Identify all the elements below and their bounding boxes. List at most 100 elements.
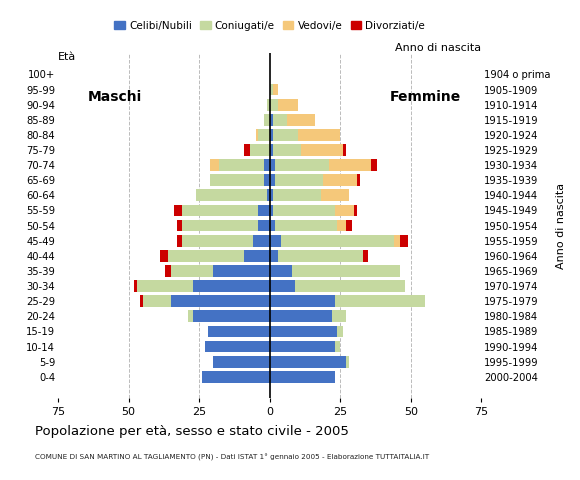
Bar xyxy=(244,144,250,156)
Bar xyxy=(205,341,270,352)
Bar xyxy=(264,114,270,126)
Bar xyxy=(267,190,270,201)
Bar xyxy=(196,190,267,201)
Bar xyxy=(176,235,182,247)
Bar xyxy=(298,129,340,141)
Bar xyxy=(264,159,270,171)
Bar xyxy=(211,159,219,171)
Bar xyxy=(295,280,405,292)
Bar xyxy=(250,144,270,156)
Bar xyxy=(202,371,270,383)
Bar xyxy=(213,356,270,368)
Bar xyxy=(194,311,270,322)
Bar xyxy=(270,204,273,216)
Bar xyxy=(338,220,346,231)
Bar xyxy=(267,99,270,110)
Bar xyxy=(270,174,275,186)
Bar xyxy=(219,159,264,171)
Bar xyxy=(354,204,357,216)
Bar xyxy=(171,295,270,307)
Bar xyxy=(182,220,259,231)
Bar xyxy=(168,250,244,262)
Bar xyxy=(270,280,295,292)
Bar xyxy=(323,174,357,186)
Bar xyxy=(273,114,287,126)
Bar xyxy=(270,311,332,322)
Bar xyxy=(335,341,340,352)
Bar xyxy=(343,144,346,156)
Bar xyxy=(174,204,182,216)
Text: Anno di nascita: Anno di nascita xyxy=(396,43,481,53)
Bar xyxy=(276,220,338,231)
Bar xyxy=(182,204,259,216)
Text: Popolazione per età, sesso e stato civile - 2005: Popolazione per età, sesso e stato civil… xyxy=(35,425,349,438)
Bar xyxy=(270,220,275,231)
Bar xyxy=(363,250,368,262)
Y-axis label: Anno di nascita: Anno di nascita xyxy=(556,182,566,269)
Bar xyxy=(273,129,298,141)
Bar xyxy=(211,174,264,186)
Bar xyxy=(208,325,270,337)
Bar xyxy=(171,265,213,277)
Bar xyxy=(270,84,273,96)
Bar xyxy=(273,204,335,216)
Bar xyxy=(270,250,278,262)
Text: COMUNE DI SAN MARTINO AL TAGLIAMENTO (PN) - Dati ISTAT 1° gennaio 2005 - Elabora: COMUNE DI SAN MARTINO AL TAGLIAMENTO (PN… xyxy=(35,454,429,461)
Legend: Celibi/Nubili, Coniugati/e, Vedovi/e, Divorziati/e: Celibi/Nubili, Coniugati/e, Vedovi/e, Di… xyxy=(110,16,429,35)
Bar xyxy=(278,250,363,262)
Bar xyxy=(287,114,315,126)
Bar xyxy=(165,265,171,277)
Bar xyxy=(134,280,137,292)
Bar xyxy=(140,295,143,307)
Bar xyxy=(273,144,301,156)
Bar xyxy=(188,311,194,322)
Bar xyxy=(270,265,292,277)
Bar xyxy=(270,371,335,383)
Text: Femmine: Femmine xyxy=(389,90,461,104)
Bar xyxy=(256,129,259,141)
Bar xyxy=(270,325,338,337)
Bar xyxy=(321,190,349,201)
Bar xyxy=(270,235,281,247)
Bar xyxy=(176,220,182,231)
Bar xyxy=(332,311,346,322)
Bar xyxy=(346,356,349,368)
Bar xyxy=(270,295,335,307)
Bar xyxy=(143,295,171,307)
Bar xyxy=(270,341,335,352)
Bar xyxy=(160,250,168,262)
Bar xyxy=(270,99,278,110)
Bar xyxy=(182,235,253,247)
Bar xyxy=(400,235,408,247)
Bar xyxy=(335,204,354,216)
Bar xyxy=(259,129,270,141)
Bar xyxy=(137,280,194,292)
Bar xyxy=(194,280,270,292)
Bar xyxy=(394,235,400,247)
Bar xyxy=(301,144,343,156)
Bar xyxy=(213,265,270,277)
Bar xyxy=(371,159,377,171)
Bar xyxy=(244,250,270,262)
Bar xyxy=(346,220,351,231)
Bar xyxy=(259,220,270,231)
Bar xyxy=(335,295,425,307)
Bar xyxy=(357,174,360,186)
Bar xyxy=(270,190,273,201)
Bar xyxy=(270,159,275,171)
Bar xyxy=(270,356,346,368)
Bar xyxy=(259,204,270,216)
Bar xyxy=(273,190,321,201)
Text: Età: Età xyxy=(58,52,76,62)
Bar xyxy=(253,235,270,247)
Bar xyxy=(292,265,400,277)
Bar xyxy=(273,84,278,96)
Bar xyxy=(338,325,343,337)
Bar xyxy=(270,129,273,141)
Bar xyxy=(276,174,323,186)
Bar xyxy=(281,235,394,247)
Bar xyxy=(270,144,273,156)
Bar xyxy=(329,159,371,171)
Bar xyxy=(270,114,273,126)
Bar xyxy=(264,174,270,186)
